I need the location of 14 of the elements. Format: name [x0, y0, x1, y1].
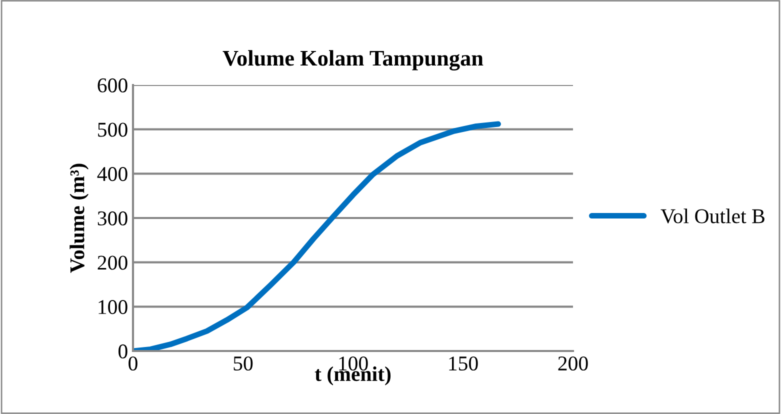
legend-label: Vol Outlet B	[660, 208, 764, 224]
x-tick-label: 0	[128, 356, 138, 371]
y-axis-title: Volume (m³)	[70, 164, 89, 273]
y-tick-label: 200	[98, 256, 128, 270]
x-tick-label: 150	[449, 356, 478, 371]
y-tick-label: 500	[98, 122, 128, 137]
x-tick-label: 50	[234, 356, 253, 371]
y-tick-label: 300	[98, 211, 128, 226]
y-tick-label: 0	[118, 344, 128, 358]
x-tick-label: 200	[558, 356, 588, 371]
y-tick-label: 600	[98, 78, 128, 92]
y-tick-label: 100	[98, 300, 128, 314]
chart-title: Volume Kolam Tampungan	[222, 50, 484, 70]
y-tick-label: 400	[97, 167, 128, 182]
